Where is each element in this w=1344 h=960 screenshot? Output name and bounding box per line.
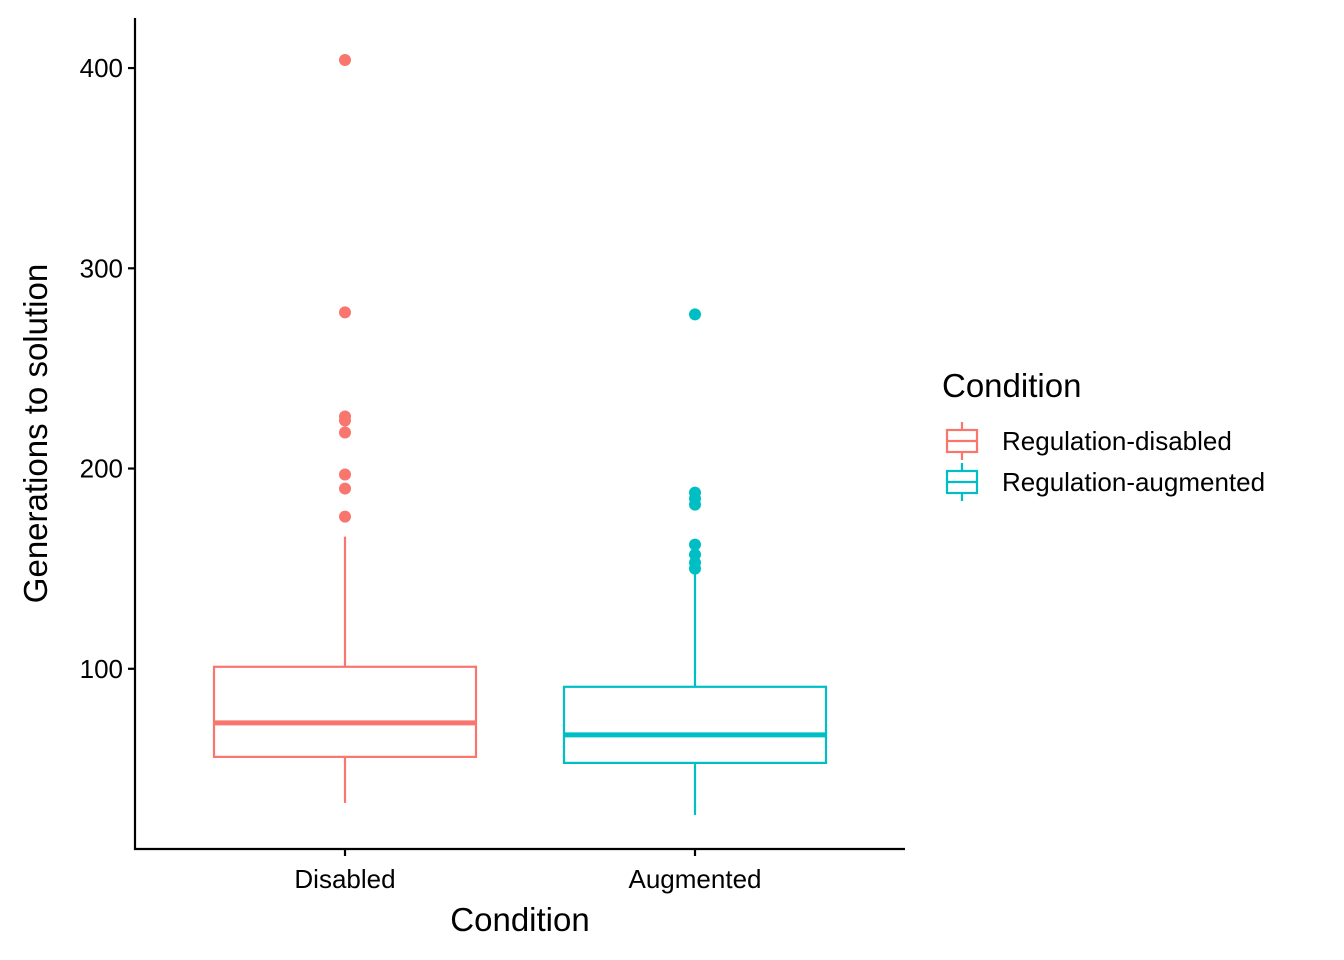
box-group-disabled [212, 54, 478, 803]
y-tick-label: 200 [80, 454, 123, 484]
outlier-point [689, 308, 701, 321]
outlier-point [689, 538, 701, 551]
x-axis-title: Condition [450, 901, 589, 938]
outlier-point [339, 482, 351, 495]
y-axis-title: Generations to solution [17, 264, 54, 603]
outlier-point [339, 468, 351, 481]
legend-label: Regulation-augmented [1002, 467, 1265, 497]
outlier-point [689, 486, 701, 499]
iqr-box [562, 685, 828, 764]
outlier-point [689, 548, 701, 561]
outlier-point [339, 306, 351, 319]
legend-key-augmented [945, 463, 979, 501]
x-tick-label: Augmented [629, 864, 762, 894]
outlier-point [339, 410, 351, 423]
x-ticks: Disabled Augmented [294, 849, 761, 894]
y-tick-label: 100 [80, 654, 123, 684]
legend: Condition Regulation-disabled Regulation-… [942, 367, 1265, 501]
legend-key-disabled [945, 422, 979, 460]
axes [133, 18, 905, 851]
legend-title: Condition [942, 367, 1081, 404]
box-group-augmented [562, 308, 828, 815]
outlier-point [339, 426, 351, 439]
y-tick-label: 300 [80, 253, 123, 283]
y-tick-label: 400 [80, 53, 123, 83]
outlier-point [339, 54, 351, 67]
outlier-point [339, 510, 351, 523]
legend-label: Regulation-disabled [1002, 426, 1232, 456]
x-tick-label: Disabled [294, 864, 395, 894]
plot-panel [212, 54, 828, 815]
y-ticks: 100 200 300 400 [80, 53, 135, 684]
iqr-box [212, 665, 478, 758]
